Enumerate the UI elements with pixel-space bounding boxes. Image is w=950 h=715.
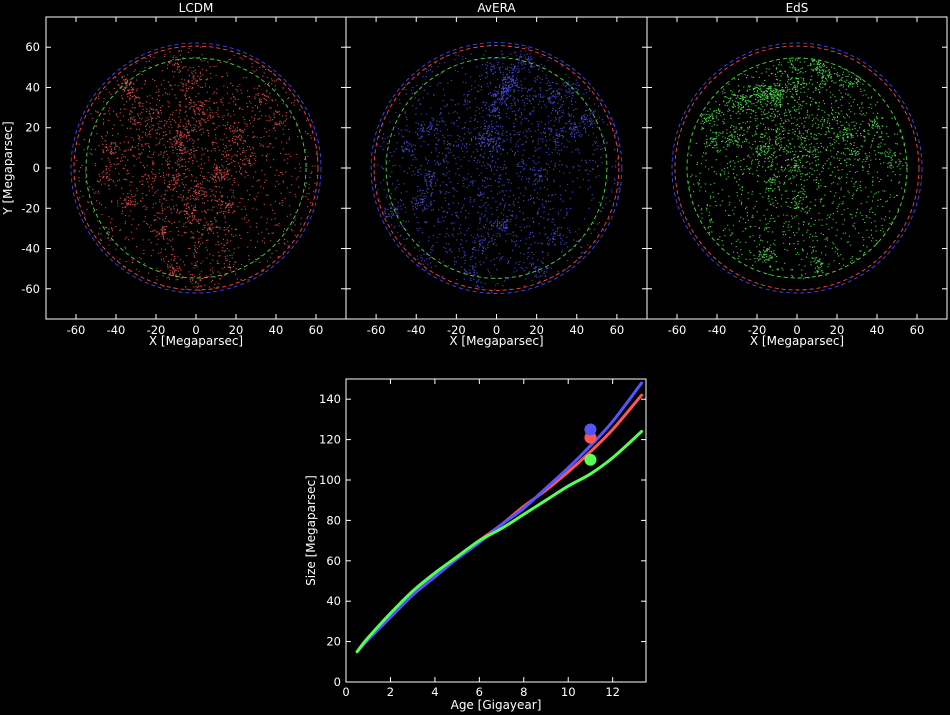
x-axis-label: X [Megaparsec] [449,334,543,348]
x-axis-label: X [Megaparsec] [750,334,844,348]
galaxy-points [74,46,319,292]
x-tick-label: 60 [910,323,925,337]
x-tick-label: 4 [431,685,438,699]
x-tick-label: 20 [830,323,845,337]
x-tick-label: -20 [147,323,166,337]
y-tick-label: 40 [326,594,341,608]
reference-circle [373,45,620,291]
series-marker [584,453,597,466]
reference-circle [671,42,923,294]
x-tick-label: 0 [192,323,199,337]
y-tick-label: 140 [319,392,341,406]
x-tick-label: 20 [529,323,544,337]
y-tick-label: -20 [21,201,40,215]
x-tick-label: 40 [870,323,885,337]
y-tick-label: 0 [334,675,341,689]
y-tick-label: 60 [25,40,40,54]
series-line [355,430,644,654]
series-line [355,381,644,654]
x-axis-label: X [Megaparsec] [149,334,243,348]
x-tick-label: -40 [708,323,727,337]
x-axis-label: Age [Gigayear] [451,698,542,712]
y-tick-label: -60 [21,282,40,296]
y-tick-label: 120 [319,433,341,447]
point-cloud [688,58,908,280]
eds-panel: -60 -40 -20 0 20 40 60 EdS X [Megaparsec] [646,1,948,348]
series-marker [584,423,597,436]
x-tick-label: -40 [107,323,126,337]
x-tick-label: 0 [793,323,800,337]
y-tick-label: 80 [326,513,341,527]
y-tick-label: 20 [326,635,341,649]
point-cloud [74,46,319,292]
reference-circle [674,45,920,291]
galaxy-points [688,58,908,280]
x-tick-label: 40 [569,323,584,337]
x-tick-label: 60 [610,323,625,337]
y-axis-label: Y [Megaparsec] [1,121,15,215]
x-tick-label: 2 [387,685,394,699]
x-tick-label: 60 [309,323,324,337]
reference-circle [686,57,908,279]
axes-frame [345,378,647,683]
x-tick-label: 0 [342,685,349,699]
panel-title: LCDM [179,1,214,15]
panel-title: EdS [786,1,809,15]
series-line [355,393,644,654]
avera-panel: -60 -40 -20 0 20 40 60 AvERA X [Megaparsec] [345,1,648,348]
x-tick-label: -60 [67,323,86,337]
reference-circle [73,45,319,291]
y-tick-label: 0 [33,161,40,175]
x-tick-label: 6 [476,685,483,699]
reference-circle [370,42,623,294]
y-axis-label: Size [Megaparsec] [304,475,318,586]
x-tick-label: 8 [520,685,527,699]
axes-frame [345,16,648,320]
y-tick-label: -40 [21,242,40,256]
x-tick-label: 12 [605,685,620,699]
x-tick-label: 20 [229,323,244,337]
y-tick-label: 20 [25,121,40,135]
x-tick-label: 40 [269,323,284,337]
y-tick-label: 100 [319,473,341,487]
axes-frame [646,16,948,320]
y-tick-label: 60 [326,554,341,568]
reference-circle [385,57,608,279]
x-tick-label: 0 [493,323,500,337]
y-tick-label: 40 [25,80,40,94]
reference-circle [85,57,307,279]
lcdm-panel: -60 -40 -20 0 20 40 60 -60 -40 -20 0 20 40 60 LCDM X [M… [1,1,347,348]
reference-circle [70,42,322,294]
x-tick-label: -20 [748,323,767,337]
panel-title: AvERA [477,1,516,15]
x-tick-label: -20 [447,323,466,337]
x-tick-label: 10 [561,685,576,699]
x-tick-label: -40 [407,323,426,337]
x-tick-label: -60 [668,323,687,337]
x-tick-label: -60 [367,323,386,337]
